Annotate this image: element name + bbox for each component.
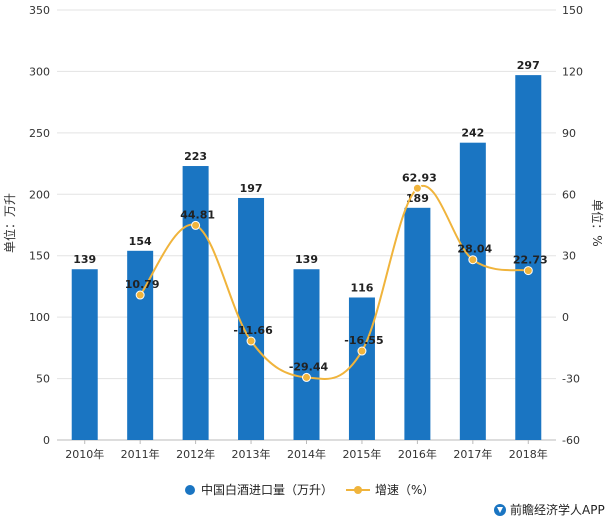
right-axis-ticks: -60 -30 0 30 60 90 120 150	[562, 4, 583, 447]
right-axis-title: 单位：%	[590, 199, 605, 246]
growth-point	[246, 336, 256, 346]
credit-logo-mark	[497, 507, 503, 513]
growth-point	[135, 290, 145, 300]
legend-line-marker	[354, 486, 362, 494]
bar-value-label: 154	[129, 235, 152, 248]
left-tick-label: 50	[36, 373, 50, 386]
x-tick-label: 2012年	[176, 447, 215, 461]
x-tick-label: 2018年	[509, 447, 548, 461]
growth-point	[412, 183, 422, 193]
left-tick-label: 200	[29, 188, 50, 201]
bar-value-label: 242	[461, 127, 484, 140]
bar-value-label: 139	[295, 253, 318, 266]
growth-point	[357, 346, 367, 356]
left-axis-title: 单位：万升	[2, 193, 17, 253]
bar	[293, 269, 320, 440]
growth-value-labels: 10.79 44.81 -11.66 -29.44 -16.55 62.93 28.04 22…	[125, 171, 548, 373]
growth-value-label: 28.04	[457, 243, 492, 256]
left-tick-label: 350	[29, 4, 50, 17]
right-tick-label: 120	[562, 65, 583, 78]
legend-bar-label: 中国白酒进口量（万升）	[201, 482, 333, 497]
bar-value-label: 116	[350, 281, 373, 294]
left-tick-label: 250	[29, 127, 50, 140]
right-tick-label: 150	[562, 4, 583, 17]
bar-value-label: 297	[517, 59, 540, 72]
right-tick-label: 90	[562, 127, 576, 140]
x-tick-label: 2014年	[287, 447, 326, 461]
growth-value-label: 10.79	[125, 278, 160, 291]
growth-value-label: 44.81	[180, 208, 215, 221]
x-tick-label: 2017年	[453, 447, 492, 461]
right-tick-label: 0	[562, 311, 569, 324]
bar	[238, 197, 265, 440]
bar	[404, 207, 431, 440]
growth-value-label: -29.44	[289, 360, 329, 373]
left-tick-label: 150	[29, 250, 50, 263]
growth-value-label: -16.55	[344, 334, 383, 347]
growth-value-label: 22.73	[513, 254, 548, 267]
left-tick-label: 100	[29, 311, 50, 324]
legend-line-label: 增速（%）	[375, 483, 434, 497]
growth-points	[135, 183, 533, 382]
left-tick-label: 300	[29, 65, 50, 78]
x-axis-ticks: 2010年 2011年 2012年 2013年 2014年 2015年 2016年 2017年…	[65, 440, 548, 461]
credit: 前瞻经济学人APP	[494, 502, 605, 517]
bar	[182, 166, 209, 440]
growth-point	[191, 220, 201, 230]
growth-value-label: 62.93	[402, 171, 437, 184]
x-tick-label: 2013年	[232, 447, 271, 461]
left-tick-label: 0	[43, 434, 50, 447]
growth-value-label: -11.66	[233, 324, 273, 337]
bar	[459, 142, 486, 440]
legend-bar-marker	[185, 485, 195, 495]
right-tick-label: 60	[562, 188, 576, 201]
right-tick-label: 30	[562, 250, 576, 263]
x-tick-label: 2010年	[65, 447, 104, 461]
bar-value-label: 197	[240, 182, 263, 195]
x-tick-label: 2015年	[342, 447, 381, 461]
bar-value-label: 139	[73, 253, 96, 266]
bar	[348, 297, 375, 440]
bar-value-label: 223	[184, 150, 207, 163]
x-tick-label: 2016年	[398, 447, 437, 461]
right-tick-label: -60	[562, 434, 580, 447]
growth-line	[139, 184, 529, 380]
bar	[515, 75, 542, 440]
legend: 中国白酒进口量（万升） 增速（%）	[185, 482, 434, 497]
bar	[71, 269, 98, 440]
growth-point	[302, 372, 311, 382]
credit-text: 前瞻经济学人APP	[510, 502, 605, 517]
bar-series	[71, 75, 542, 440]
right-tick-label: -30	[562, 373, 580, 386]
left-axis-ticks: 0 50 100 150 200 250 300 350	[29, 4, 50, 447]
growth-point	[523, 266, 533, 276]
x-tick-label: 2011年	[121, 447, 160, 461]
growth-point	[468, 255, 478, 265]
